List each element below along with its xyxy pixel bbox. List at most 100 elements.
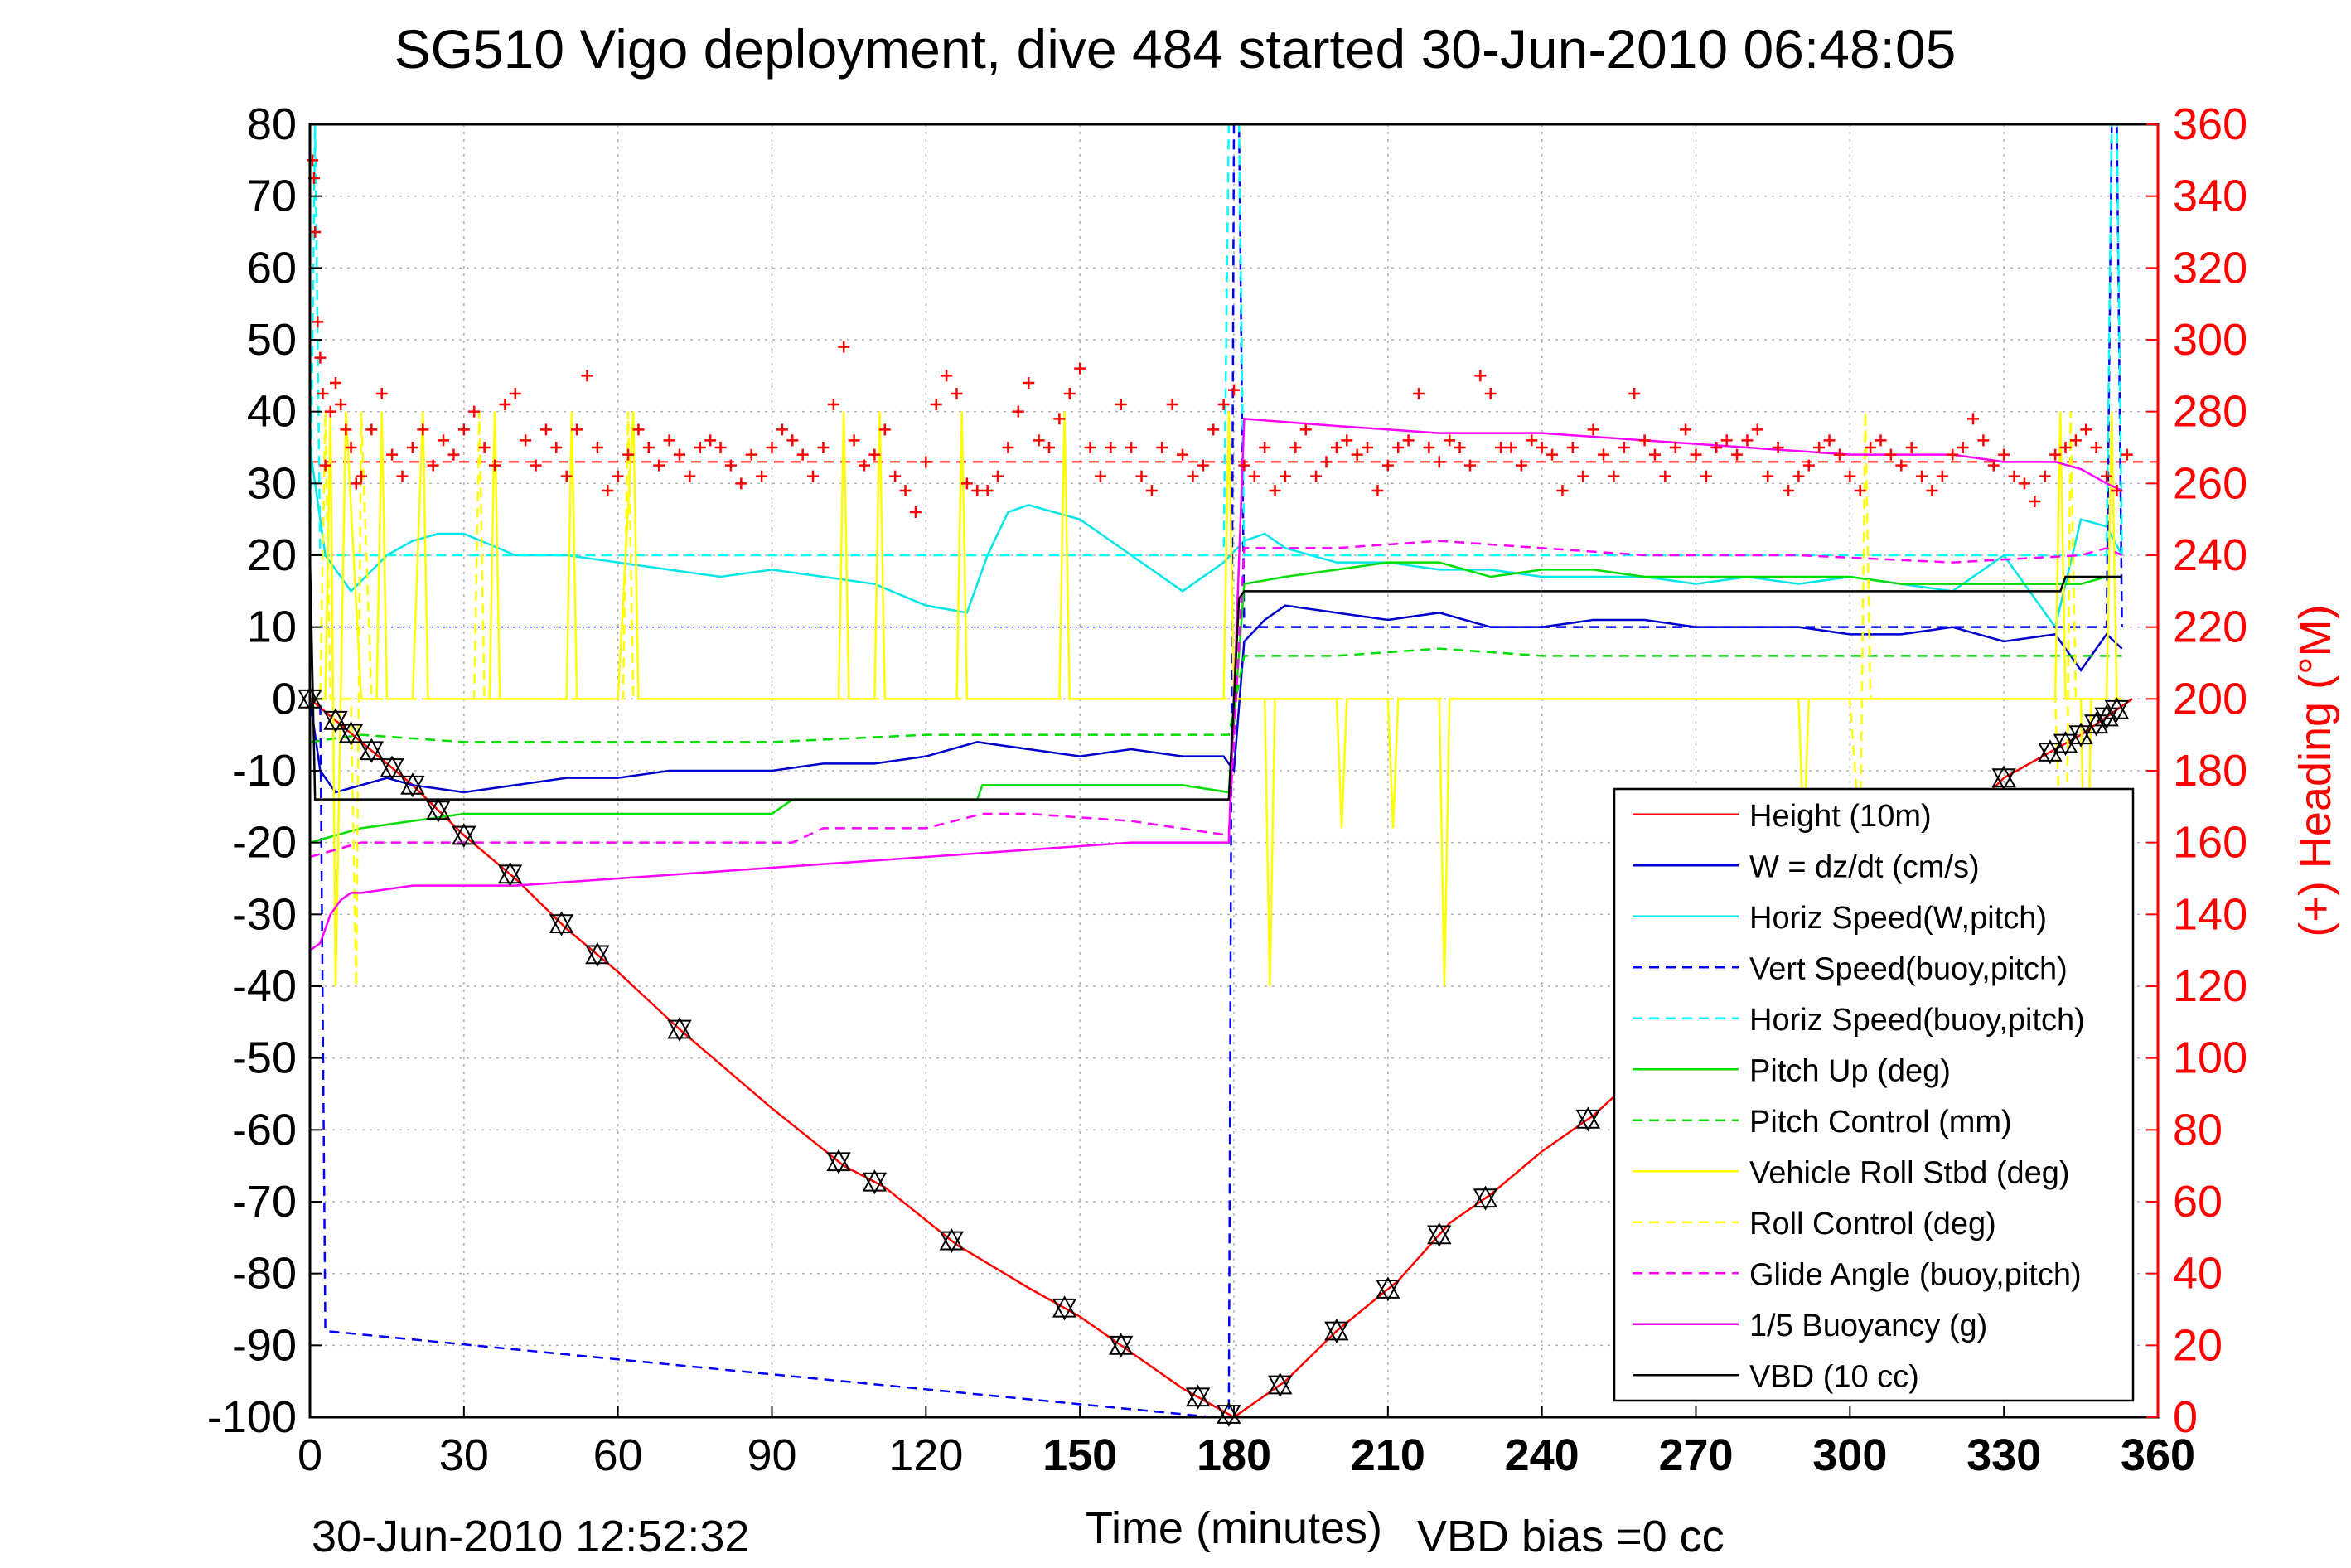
heading-point (2049, 448, 2062, 461)
heading-point (309, 226, 322, 238)
height-marker-inverse (452, 825, 476, 849)
heading-point (1833, 448, 1845, 461)
heading-point (889, 470, 902, 482)
heading-point (848, 434, 860, 447)
series-line-2 (308, 604, 2123, 794)
series-line-10 (309, 540, 2123, 859)
x-tick-label: 270 (1658, 1430, 1733, 1480)
heading-point (1330, 442, 1342, 453)
height-marker (549, 911, 574, 933)
heading-point (1023, 377, 1035, 389)
y2-tick-label: 120 (2173, 961, 2247, 1011)
heading-point (1463, 459, 1476, 472)
height-marker (667, 1016, 692, 1039)
heading-point (1299, 423, 1312, 436)
heading-point (1392, 442, 1405, 453)
heading-point (1269, 485, 1281, 496)
footer-timestamp: 30-Jun-2010 12:52:32 (312, 1512, 749, 1561)
heading-point (1341, 434, 1353, 447)
height-marker (497, 861, 523, 884)
heading-point (1115, 399, 1127, 410)
height-marker-inverse (338, 724, 364, 746)
y2-tick-label: 280 (2173, 387, 2247, 437)
heading-point (1207, 423, 1220, 436)
heading-point (1238, 459, 1250, 472)
y2-axis-label: (+) Heading (°M) (2291, 604, 2340, 936)
heading-point (653, 459, 665, 472)
heading-point (827, 399, 839, 410)
height-marker-inverse (497, 864, 523, 887)
height-marker (426, 797, 451, 820)
heading-point (447, 448, 460, 461)
heading-point (1505, 442, 1517, 453)
heading-point (1700, 470, 1712, 482)
heading-point (1690, 448, 1702, 461)
heading-point (992, 470, 1004, 482)
y-tick-label: 20 (247, 530, 297, 580)
heading-point (1680, 423, 1692, 436)
height-marker (380, 755, 404, 777)
height-marker (826, 1149, 851, 1172)
height-marker-inverse (323, 710, 348, 733)
series-line-11 (309, 417, 2123, 951)
height-marker (2083, 711, 2109, 734)
footer-vbd-bias: VBD bias =0 cc (1417, 1512, 1725, 1561)
heading-point (509, 388, 521, 399)
y2-tick-label: 60 (2173, 1177, 2223, 1227)
heading-point (642, 442, 655, 453)
heading-point (2059, 442, 2072, 453)
heading-point (1351, 448, 1363, 461)
heading-point (1228, 384, 1240, 396)
heading-point (1854, 485, 1866, 496)
heading-point (335, 399, 347, 410)
height-marker (1052, 1295, 1077, 1318)
heading-point (724, 459, 737, 472)
heading-point (581, 370, 593, 382)
heading-point (365, 423, 378, 436)
x-tick-label: 180 (1197, 1430, 1271, 1480)
heading-point (1638, 434, 1651, 447)
heading-point (1905, 442, 1918, 453)
heading-point (1105, 442, 1117, 453)
heading-point (930, 399, 942, 410)
height-marker-inverse (1376, 1280, 1400, 1302)
heading-point (2029, 496, 2041, 507)
heading-point (2080, 423, 2092, 436)
y2-tick-label: 300 (2173, 315, 2247, 365)
heading-point (960, 477, 973, 490)
heading-point (766, 442, 778, 453)
heading-point (312, 316, 324, 328)
y2-tick-label: 80 (2173, 1105, 2223, 1154)
heading-point (345, 442, 357, 453)
y-tick-label: -40 (232, 961, 297, 1011)
y-tick-label: -90 (232, 1320, 297, 1370)
heading-point (1248, 470, 1260, 482)
heading-point (714, 442, 727, 453)
heading-point (1495, 442, 1507, 453)
legend-box (1613, 787, 2135, 1402)
y2-tick-label: 160 (2173, 818, 2247, 868)
height-marker-inverse (585, 945, 610, 967)
heading-point (571, 423, 583, 436)
y-tick-label: -100 (207, 1392, 297, 1442)
heading-point (350, 477, 362, 490)
heading-point (981, 485, 994, 496)
heading-point (1884, 448, 1897, 461)
heading-point (1526, 434, 1538, 447)
heading-point (1413, 388, 1425, 399)
heading-point (417, 423, 429, 436)
height-marker-inverse (1991, 768, 2016, 791)
height-marker-inverse (939, 1231, 965, 1254)
y-tick-label: -10 (232, 746, 297, 796)
y-tick-label: -60 (232, 1105, 297, 1154)
heading-point (457, 423, 470, 436)
heading-point (2039, 470, 2051, 482)
heading-point (1987, 459, 2000, 472)
y2-tick-label: 0 (2173, 1392, 2198, 1442)
heading-point (1043, 442, 1055, 453)
heading-point (1444, 434, 1456, 447)
y2-tick-label: 340 (2173, 172, 2247, 221)
x-tick-label: 330 (1966, 1430, 2041, 1480)
heading-point (1792, 470, 1805, 482)
